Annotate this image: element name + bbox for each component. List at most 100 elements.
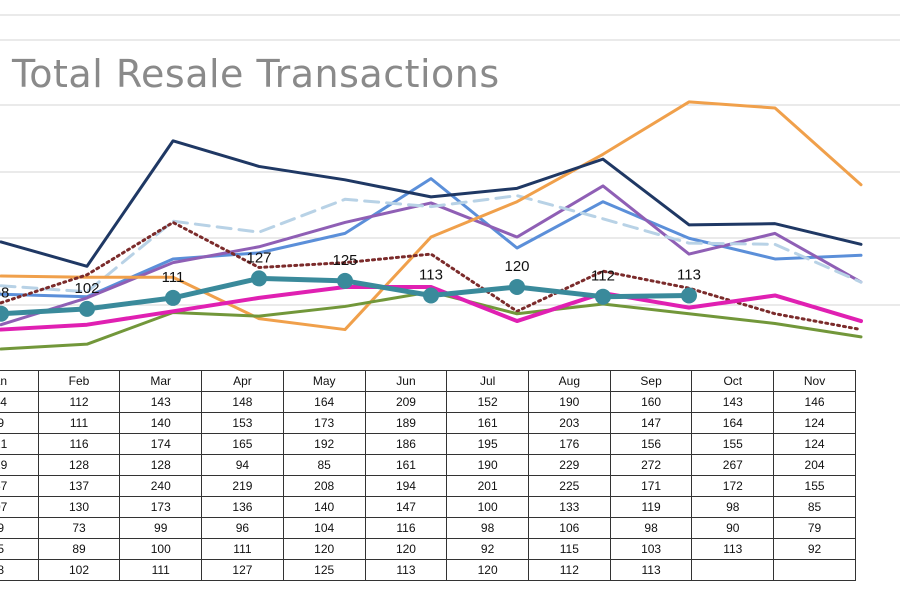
table-cell: 190 — [527, 391, 611, 413]
table-row: 98102111127125113120112113 — [0, 559, 856, 581]
table-header-cell: May — [282, 370, 366, 392]
data-table: JanFebMarAprMayJunJulAugSepOctNov 114112… — [0, 370, 856, 581]
table-cell: 267 — [691, 454, 775, 476]
series-9-data-label: 127 — [246, 249, 271, 266]
table-cell: 115 — [527, 538, 611, 560]
table-cell: 229 — [527, 454, 611, 476]
table-cell: 113 — [609, 559, 693, 581]
table-cell: 156 — [609, 433, 693, 455]
series-lines — [0, 100, 863, 351]
table-cell: 89 — [0, 412, 39, 434]
table-header-cell: Apr — [201, 370, 284, 392]
series-markers — [0, 270, 697, 322]
table-row: 121116174165192186195176156155124 — [0, 433, 856, 455]
table-cell: 124 — [773, 433, 856, 455]
chart-title: Total Resale Transactions — [12, 52, 500, 96]
table-cell: 161 — [446, 412, 529, 434]
table-cell: 94 — [201, 454, 284, 476]
table-cell: 100 — [119, 538, 203, 560]
table-header-cell: Jul — [446, 370, 529, 392]
series-9-point — [423, 287, 439, 304]
table-cell: 73 — [37, 517, 121, 539]
table-cell: 219 — [201, 475, 284, 497]
table-cell: 165 — [201, 433, 284, 455]
table-cell: 111 — [119, 559, 203, 581]
series-2-line — [0, 184, 863, 327]
table-cell: 164 — [282, 391, 366, 413]
table-cell: 98 — [0, 559, 39, 581]
series-9-data-label: 98 — [0, 285, 9, 302]
table-row: 1291281289485161190229272267204 — [0, 454, 856, 476]
table-cell: 69 — [0, 517, 39, 539]
series-4-line — [0, 100, 863, 332]
series-9-data-label: 113 — [419, 266, 443, 283]
table-cell: 190 — [446, 454, 529, 476]
table-header-cell: Jun — [364, 370, 448, 392]
series-8-line — [0, 284, 863, 332]
series-9-data-label: 102 — [74, 280, 99, 297]
series-9-point — [251, 270, 267, 287]
table-cell: 103 — [609, 538, 693, 560]
table-cell: 133 — [527, 496, 611, 518]
table-cell: 106 — [527, 517, 611, 539]
table-cell: 201 — [446, 475, 529, 497]
table-cell: 173 — [119, 496, 203, 518]
table-cell: 92 — [773, 538, 856, 560]
table-cell: 90 — [691, 517, 775, 539]
table-cell: 120 — [282, 538, 366, 560]
series-9-data-label: 111 — [162, 269, 185, 286]
table-cell: 116 — [37, 433, 121, 455]
table-cell: 85 — [282, 454, 366, 476]
series-6-line — [0, 220, 863, 332]
series-3-line — [0, 194, 863, 294]
series-9-point — [595, 288, 611, 305]
table-header-cell: Nov — [773, 370, 856, 392]
table-cell: 128 — [119, 454, 203, 476]
table-cell: 100 — [446, 496, 529, 518]
table-cell: 85 — [0, 538, 39, 560]
chart-plot-area: 98 102 111 127 125 113 120 112 113 — [0, 14, 900, 351]
table-cell: 186 — [364, 433, 448, 455]
table-cell: 155 — [691, 433, 775, 455]
table-cell: 204 — [773, 454, 856, 476]
table-cell: 128 — [37, 454, 121, 476]
table-cell: 225 — [527, 475, 611, 497]
table-cell: 111 — [37, 412, 121, 434]
table-cell: 104 — [282, 517, 366, 539]
table-cell: 111 — [201, 538, 284, 560]
table-cell: 124 — [773, 412, 856, 434]
table-cell: 157 — [0, 475, 39, 497]
table-cell: 116 — [364, 517, 448, 539]
table-cell: 127 — [201, 559, 284, 581]
table-cell: 143 — [691, 391, 775, 413]
table-row: 6973999610411698106989079 — [0, 517, 856, 539]
table-header-cell: Feb — [37, 370, 121, 392]
series-9-data-label: 120 — [504, 258, 529, 275]
table-cell: 203 — [527, 412, 611, 434]
table-cell: 136 — [201, 496, 284, 518]
table-cell: 129 — [0, 454, 39, 476]
series-9-point — [165, 289, 181, 306]
table-cell: 192 — [282, 433, 366, 455]
table-header-cell: Aug — [527, 370, 611, 392]
table-cell: 209 — [364, 391, 448, 413]
table-cell: 148 — [201, 391, 284, 413]
series-9-point — [0, 305, 9, 322]
table-cell: 102 — [37, 559, 121, 581]
table-cell: 160 — [609, 391, 693, 413]
table-cell: 98 — [446, 517, 529, 539]
table-row: 114112143148164209152190160143146 — [0, 391, 856, 413]
table-cell: 137 — [37, 475, 121, 497]
table-cell: 107 — [0, 496, 39, 518]
series-9-data-label: 113 — [677, 266, 701, 283]
table-cell: 153 — [201, 412, 284, 434]
table-cell: 208 — [282, 475, 366, 497]
table-cell: 114 — [0, 391, 39, 413]
table-cell — [691, 559, 775, 581]
table-cell: 96 — [201, 517, 284, 539]
table-header-cell: Mar — [119, 370, 203, 392]
table-cell: 272 — [609, 454, 693, 476]
series-9-point — [337, 272, 353, 289]
table-cell: 147 — [364, 496, 448, 518]
table-cell: 120 — [364, 538, 448, 560]
